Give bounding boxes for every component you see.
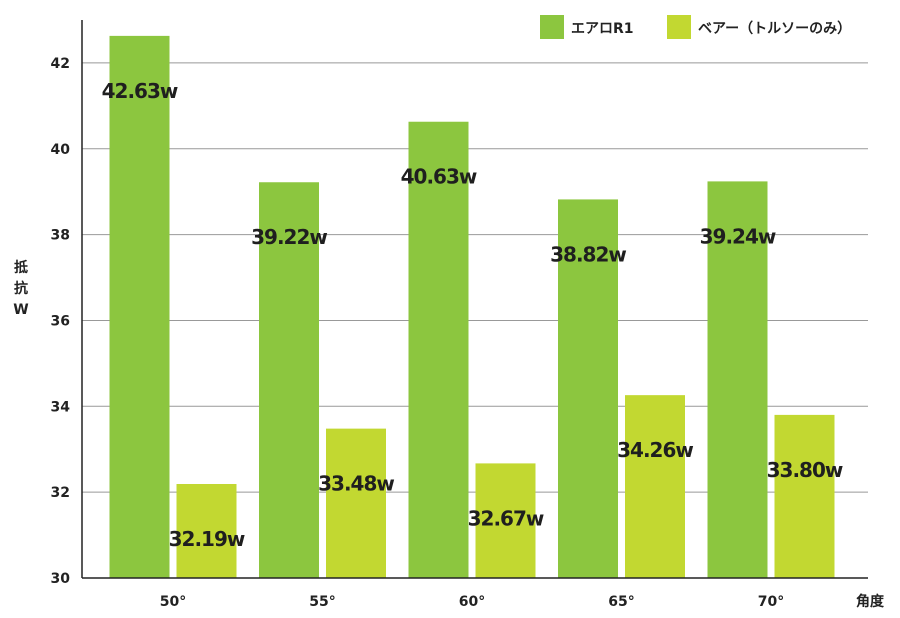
y-axis-title-char: 抵 [14,259,28,276]
data-label: 40.63w [401,165,477,189]
bar-aero-r1-4 [707,181,768,579]
y-tick-label: 32 [51,485,70,501]
data-label: 39.22w [251,225,327,249]
legend-swatch [540,15,564,39]
x-tick-label: 65° [608,594,634,610]
y-tick-label: 34 [51,399,71,415]
data-label: 39.24w [700,224,776,248]
data-label: 32.19w [169,527,245,551]
y-axis-title-char: 抗 [14,280,28,297]
legend-label: エアロR1 [571,21,634,37]
x-axis-ticks: 50° 55° 60° 65° 70° [160,594,784,610]
y-tick-label: 38 [51,228,70,244]
bar-aero-r1-1 [259,182,319,578]
y-tick-label: 30 [51,571,71,587]
bar-bare-torso-3 [625,395,685,578]
y-tick-label: 42 [51,56,70,72]
bar-bare-torso-0 [176,483,237,578]
data-label: 33.48w [318,472,394,496]
y-axis-ticks: 30 32 34 36 38 40 42 [51,56,71,587]
x-tick-label: 55° [309,594,335,610]
legend-label: ベアー（トルソーのみ） [698,21,851,37]
bar-bare-torso-2 [475,463,536,578]
legend: エアロR1 ベアー（トルソーのみ） [540,15,851,39]
data-label: 34.26w [617,438,693,462]
data-label: 38.82w [550,242,626,266]
legend-swatch [667,15,691,39]
x-tick-label: 60° [459,594,485,610]
bar-aero-r1-3 [558,199,618,578]
data-label: 33.80w [767,458,843,482]
data-label: 32.67w [468,506,544,530]
data-labels: 42.63w 32.19w 39.22w 33.48w 40.63w 32.67w 38.8… [102,79,844,551]
x-tick-label: 50° [160,594,186,610]
y-axis-title-char: W [13,302,28,318]
y-tick-label: 40 [51,142,71,158]
y-tick-label: 36 [51,313,70,329]
bar-bare-torso-4 [774,414,835,578]
y-axis-title: 抵抗W [13,259,28,318]
bars [109,35,835,579]
data-label: 42.63w [102,79,178,103]
bar-bare-torso-1 [326,428,386,578]
bar-aero-r1-2 [408,121,469,578]
x-tick-label: 70° [758,594,784,610]
x-axis-title: 角度 [856,593,885,610]
bar-aero-r1-0 [109,35,170,579]
